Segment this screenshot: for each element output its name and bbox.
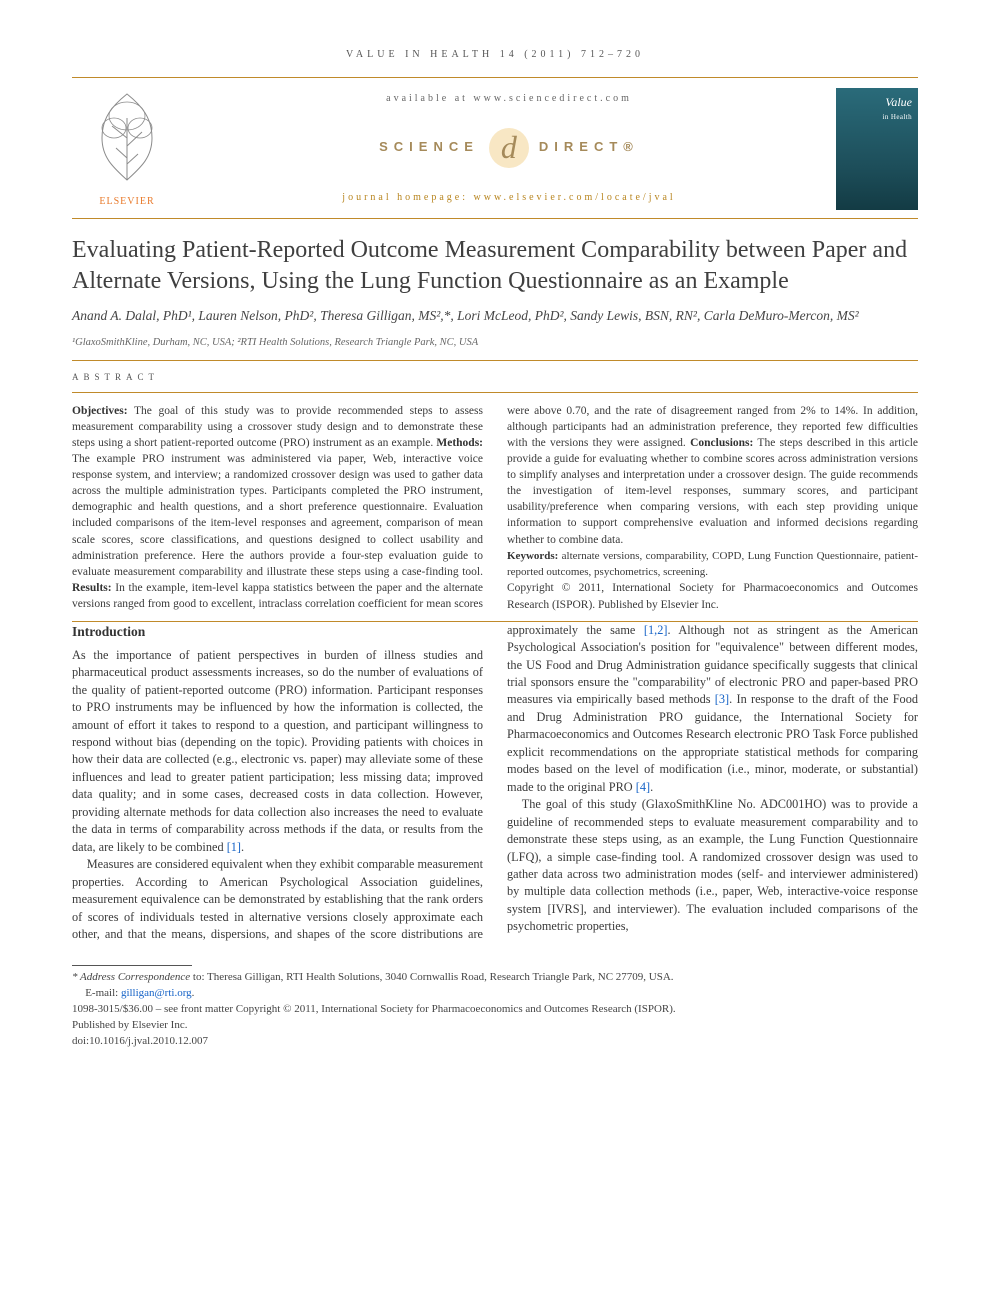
keywords-text: alternate versions, comparability, COPD,… [507, 550, 918, 578]
journal-homepage-line: journal homepage: www.elsevier.com/locat… [342, 191, 675, 206]
rule-below-header [72, 218, 918, 219]
conclusions-text: The steps described in this article prov… [507, 437, 918, 546]
email-tail: . [192, 987, 195, 999]
doi-line: doi:10.1016/j.jval.2010.12.007 [72, 1034, 918, 1050]
publisher-label: ELSEVIER [82, 195, 172, 210]
email-line: E-mail: gilligan@rti.org. [72, 986, 918, 1002]
available-at-line: available at www.sciencedirect.com [386, 92, 632, 107]
article-title: Evaluating Patient-Reported Outcome Meas… [72, 235, 918, 296]
rule-below-abstract-label [72, 392, 918, 393]
ref-link-3[interactable]: [3] [715, 692, 729, 706]
intro-p2-tail2: . In response to the draft of the Food a… [507, 692, 918, 793]
sd-glyph-icon: d [489, 128, 529, 168]
abstract-label: ABSTRACT [72, 371, 918, 384]
intro-p1-text: As the importance of patient perspective… [72, 648, 483, 854]
published-by-line: Published by Elsevier Inc. [72, 1018, 918, 1034]
methods-text: The example PRO instrument was administe… [72, 453, 483, 578]
results-label: Results: [72, 582, 112, 594]
corr-label-text: * Address Correspondence [72, 971, 193, 983]
objectives-label: Objectives: [72, 405, 128, 417]
email-link[interactable]: gilligan@rti.org [121, 987, 192, 999]
ref-link-4[interactable]: [4] [636, 780, 650, 794]
sd-right: DIRECT® [539, 138, 639, 157]
page: VALUE IN HEALTH 14 (2011) 712–720 ELSEVI… [0, 0, 990, 1090]
rule-above-abstract [72, 360, 918, 361]
sciencedirect-logo: SCIENCE d DIRECT® [379, 128, 639, 168]
keywords-block: Keywords: alternate versions, comparabil… [507, 550, 918, 578]
publisher-logo-block: ELSEVIER [72, 88, 182, 210]
conclusions-label: Conclusions: [690, 437, 753, 449]
email-label: E-mail: [85, 987, 121, 999]
authors-text: Anand A. Dalal, PhD¹, Lauren Nelson, PhD… [72, 308, 859, 323]
author-list: Anand A. Dalal, PhD¹, Lauren Nelson, PhD… [72, 306, 918, 326]
intro-p1-tail: . [241, 840, 244, 854]
cover-title: Value [885, 94, 912, 111]
methods-label: Methods: [436, 437, 483, 449]
header: ELSEVIER available at www.sciencedirect.… [72, 78, 918, 218]
keywords-label: Keywords: [507, 550, 558, 562]
objectives-text: The goal of this study was to provide re… [72, 405, 483, 449]
corr-label: * Address Correspondence [72, 971, 193, 983]
ref-link-1[interactable]: [1] [227, 840, 241, 854]
introduction-heading: Introduction [72, 622, 483, 641]
abstract-copyright: Copyright © 2011, International Society … [507, 582, 918, 610]
cover-subtitle: in Health [883, 112, 912, 122]
ref-link-1-2[interactable]: [1,2] [644, 623, 668, 637]
intro-p1: As the importance of patient perspective… [72, 647, 483, 856]
footnote-rule [72, 965, 192, 966]
elsevier-tree-icon [82, 88, 172, 188]
corr-text: to: Theresa Gilligan, RTI Health Solutio… [193, 971, 674, 983]
correspondence-line: * Address Correspondence to: Theresa Gil… [72, 970, 918, 986]
running-head: VALUE IN HEALTH 14 (2011) 712–720 [72, 48, 918, 63]
journal-cover-thumb: Value in Health [836, 88, 918, 210]
body-columns: Introduction As the importance of patien… [72, 622, 918, 944]
header-center: available at www.sciencedirect.com SCIEN… [196, 88, 822, 210]
intro-p3-text: The goal of this study (GlaxoSmithKline … [507, 797, 918, 933]
issn-line: 1098-3015/$36.00 – see front matter Copy… [72, 1002, 918, 1018]
abstract-body: Objectives: The goal of this study was t… [72, 403, 918, 613]
affiliations: ¹GlaxoSmithKline, Durham, NC, USA; ²RTI … [72, 335, 918, 350]
intro-p2-tail3: . [650, 780, 653, 794]
intro-p3: The goal of this study (GlaxoSmithKline … [507, 796, 918, 936]
footnotes: * Address Correspondence to: Theresa Gil… [72, 970, 918, 1050]
sd-left: SCIENCE [379, 138, 479, 157]
